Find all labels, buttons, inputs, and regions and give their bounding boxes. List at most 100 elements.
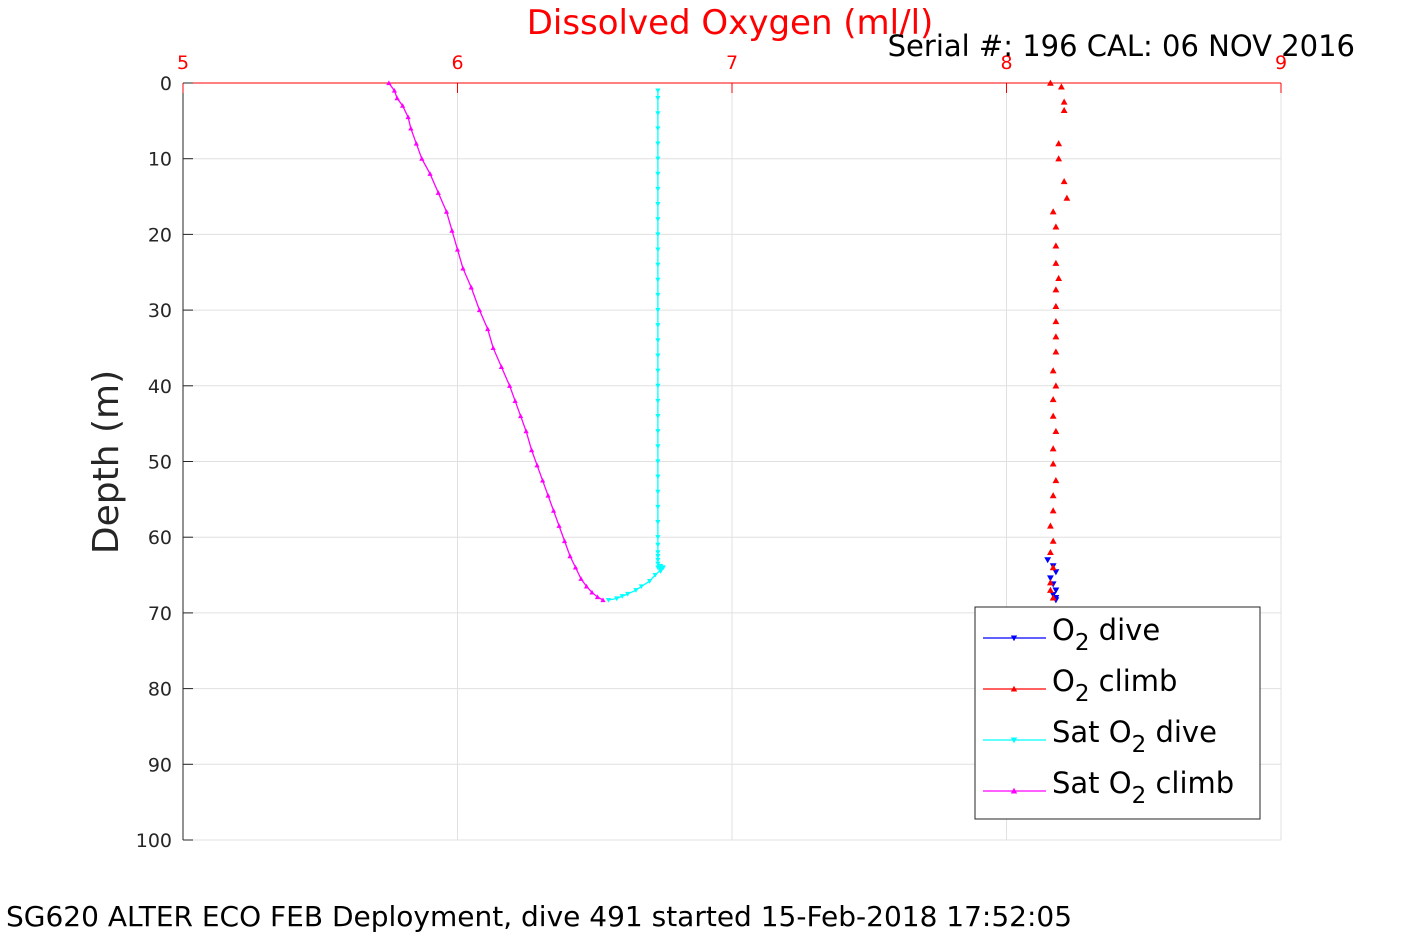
data-point — [660, 565, 666, 571]
y-tick-label: 10 — [148, 149, 172, 171]
data-point — [413, 140, 419, 146]
data-point — [647, 579, 653, 584]
data-point — [1052, 318, 1060, 325]
data-point — [386, 80, 392, 86]
data-point — [655, 565, 661, 571]
legend-swatch-marker — [1010, 635, 1018, 642]
data-point — [518, 413, 524, 419]
data-point — [619, 594, 625, 599]
data-point — [1060, 98, 1068, 105]
data-point — [655, 111, 661, 116]
data-point — [1049, 445, 1057, 452]
data-point — [638, 584, 645, 590]
legend-swatch-marker — [1010, 685, 1018, 692]
data-point — [1047, 79, 1054, 86]
data-point — [655, 504, 661, 510]
data-point — [512, 398, 518, 404]
data-point — [655, 557, 661, 563]
data-point — [655, 262, 661, 268]
data-point — [655, 554, 661, 559]
data-point — [1055, 140, 1063, 147]
data-point — [1052, 333, 1060, 340]
data-point — [655, 414, 661, 419]
y-tick-label: 100 — [136, 830, 172, 852]
data-point — [655, 459, 661, 465]
data-point — [655, 561, 661, 567]
data-point — [655, 550, 661, 555]
data-point — [578, 576, 584, 581]
data-point — [1060, 178, 1068, 185]
data-point — [655, 202, 661, 207]
data-point — [1049, 367, 1057, 374]
y-tick-label: 20 — [148, 224, 172, 246]
y-tick-label: 70 — [148, 603, 172, 625]
legend-swatch-marker — [1010, 737, 1018, 744]
data-point — [1047, 575, 1054, 582]
data-point — [633, 588, 639, 593]
data-point — [435, 190, 441, 195]
data-point — [1060, 106, 1068, 113]
data-point — [394, 95, 400, 101]
data-point — [655, 323, 661, 328]
data-point — [658, 563, 664, 569]
data-point — [655, 398, 661, 404]
data-point — [1052, 348, 1060, 355]
data-point — [655, 232, 661, 237]
data-point — [1047, 586, 1054, 593]
data-point — [655, 542, 661, 548]
data-point — [561, 538, 568, 544]
legend-label: Sat O2 dive — [1052, 715, 1217, 758]
data-point — [583, 583, 590, 589]
y-tick-label: 80 — [148, 679, 172, 701]
data-point — [572, 564, 579, 570]
legend-swatch-marker — [1010, 787, 1018, 794]
data-point — [1047, 522, 1054, 529]
data-point — [655, 489, 661, 495]
data-point — [652, 572, 658, 578]
data-point — [655, 277, 661, 283]
data-point — [449, 228, 455, 233]
series-sat_dive — [605, 88, 666, 603]
data-point — [529, 447, 535, 453]
data-point — [655, 156, 661, 162]
chart-footer: SG620 ALTER ECO FEB Deployment, dive 491… — [6, 900, 1072, 933]
data-point — [468, 284, 474, 290]
data-point — [507, 383, 513, 388]
y-tick-label: 60 — [148, 527, 172, 549]
data-point — [1047, 548, 1054, 556]
legend-label: O2 dive — [1052, 613, 1160, 656]
data-point — [658, 569, 664, 574]
data-point — [1055, 155, 1063, 162]
legend: O2 dive O2 climb Sat O2 dive Sat O2 climb — [974, 606, 1261, 820]
data-point — [655, 519, 661, 525]
data-point — [655, 368, 661, 374]
data-point — [655, 171, 661, 177]
data-point — [419, 156, 425, 161]
data-point — [655, 88, 661, 94]
data-point — [655, 383, 661, 389]
data-point — [523, 428, 529, 434]
data-point — [1058, 83, 1065, 90]
legend-item-sat_dive: Sat O2 dive — [983, 715, 1217, 758]
y-tick-label: 30 — [148, 300, 172, 322]
data-point — [655, 217, 661, 222]
grid-lines — [182, 82, 1282, 841]
legend-item-o2_climb: O2 climb — [983, 664, 1177, 707]
data-point — [1052, 382, 1060, 389]
chart-title: Dissolved Oxygen (ml/l) — [527, 3, 934, 43]
x-tick-label: 9 — [1275, 52, 1287, 74]
data-point — [1049, 460, 1057, 467]
x-tick-label: 6 — [451, 52, 463, 74]
data-point — [655, 186, 661, 192]
data-point — [625, 591, 631, 597]
x-tick-label: 8 — [1000, 52, 1012, 74]
y-tick-label: 40 — [148, 376, 172, 398]
data-point — [1049, 537, 1057, 544]
legend-label: O2 climb — [1052, 664, 1177, 707]
data-point — [1049, 594, 1057, 601]
y-axis-label: Depth (m) — [86, 370, 127, 554]
data-point — [460, 265, 466, 271]
data-point — [655, 247, 661, 253]
data-point — [655, 292, 661, 298]
